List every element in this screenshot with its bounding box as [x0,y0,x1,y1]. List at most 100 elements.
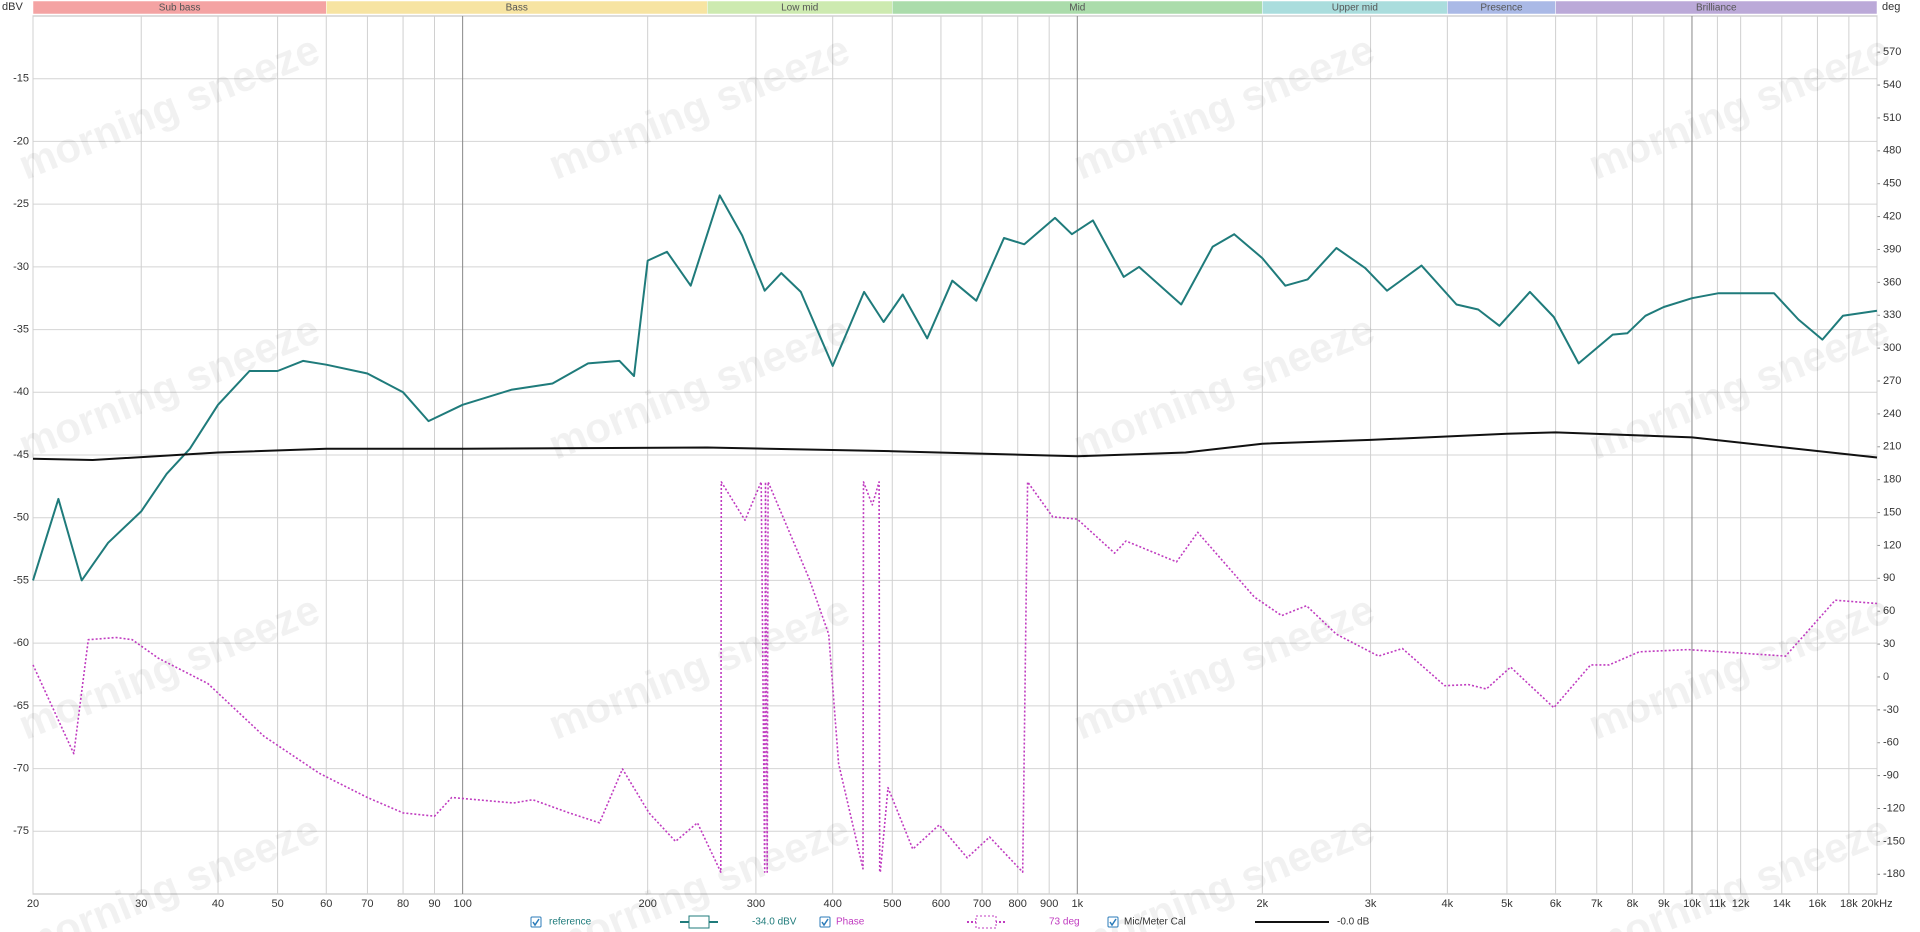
y2-tick-label: 330 [1883,309,1901,321]
y-tick-label: -65 [13,700,29,712]
y2-tick-label: 360 [1883,276,1901,288]
x-tick-label: 600 [932,898,950,910]
x-tick-label: 80 [397,898,409,910]
y2-tick-label: 240 [1883,408,1901,420]
legend-label: Phase [836,917,865,928]
x-tick-label: 700 [973,898,991,910]
band-label: Brilliance [1696,3,1737,14]
y2-tick-label: 390 [1883,243,1901,255]
y2-tick-label: -120 [1883,802,1905,814]
y2-tick-label: 30 [1883,638,1895,650]
y-tick-label: -30 [13,261,29,273]
legend-check [532,918,540,927]
y2-tick-label: 420 [1883,210,1901,222]
y-tick-label: -45 [13,449,29,461]
x-tick-label: 50 [271,898,283,910]
x-tick-label: 60 [320,898,332,910]
y2-tick-label: 90 [1883,572,1895,584]
y-tick-label: -60 [13,637,29,649]
y2-tick-label: 0 [1883,671,1889,683]
series-line [32,481,1878,873]
y2-tick-label: 210 [1883,441,1901,453]
x-tick-label: 10k [1683,898,1701,910]
band-label: Low mid [781,3,818,14]
y-tick-label: -25 [13,198,29,210]
x-tick-label: 800 [1009,898,1027,910]
x-tick-label: 70 [361,898,373,910]
y2-tick-label: -180 [1883,868,1905,880]
series-line [32,431,1878,461]
x-tick-label: 4k [1442,898,1454,910]
x-tick-label: 16k [1809,898,1827,910]
y-tick-label: -40 [13,386,29,398]
y2-tick-label: 300 [1883,342,1901,354]
y-tick-label: -35 [13,323,29,335]
y-tick-label: -55 [13,574,29,586]
x-tick-label: 200 [638,898,656,910]
y2-tick-label: 480 [1883,145,1901,157]
x-tick-label: 90 [428,898,440,910]
legend-checkbox [1107,916,1119,928]
y-tick-label: -70 [13,762,29,774]
y2-tick-label: -150 [1883,835,1905,847]
x-tick-label: 18k [1840,898,1858,910]
y-tick-label: -50 [13,512,29,524]
x-tick-label: 100 [453,898,471,910]
x-tick-label: 300 [747,898,765,910]
x-tick-label: 400 [824,898,842,910]
y2-tick-label: 60 [1883,605,1895,617]
legend-swatch-box [975,915,997,929]
y2-tick-label: 150 [1883,506,1901,518]
legend-checkbox [819,916,831,928]
y2-tick-label: 180 [1883,474,1901,486]
band-label: Bass [506,3,528,14]
x-tick-label: 7k [1591,898,1603,910]
x-tick-label: 20 [27,898,39,910]
y2-axis-label: deg [1882,1,1900,13]
x-tick-label: 20kHz [1861,898,1892,910]
band-label: Sub bass [159,3,201,14]
y-tick-label: -20 [13,135,29,147]
y-axis-label: dBV [2,1,23,13]
y2-tick-label: -60 [1883,737,1899,749]
legend-checkbox [530,916,542,928]
x-tick-label: 500 [883,898,901,910]
y2-tick-label: 270 [1883,375,1901,387]
y2-tick-label: 540 [1883,79,1901,91]
legend-check [821,918,829,927]
legend-readout: 73 deg [1049,917,1080,928]
series-line [32,194,1878,582]
x-tick-label: 2k [1257,898,1269,910]
x-tick-label: 1k [1071,898,1083,910]
x-tick-label: 11k [1709,898,1726,910]
legend-label: Mic/Meter Cal [1124,917,1186,928]
y2-tick-label: 510 [1883,112,1901,124]
x-tick-label: 3k [1365,898,1377,910]
x-tick-label: 12k [1732,898,1750,910]
y2-tick-label: -30 [1883,704,1899,716]
x-tick-label: 5k [1501,898,1513,910]
band-label: Mid [1069,3,1085,14]
y-tick-label: -75 [13,825,29,837]
legend-swatch-box [688,915,710,929]
legend-check [1109,918,1117,927]
x-tick-label: 8k [1627,898,1639,910]
x-tick-label: 9k [1658,898,1670,910]
legend-readout: -0.0 dB [1337,917,1370,928]
y2-tick-label: 120 [1883,539,1901,551]
x-tick-label: 40 [212,898,224,910]
band-label: Presence [1480,3,1523,14]
x-tick-label: 30 [135,898,147,910]
legend-label: reference [549,917,592,928]
y2-tick-label: 570 [1883,46,1901,58]
y-tick-label: -15 [13,73,29,85]
band [1555,0,1878,15]
y2-tick-label: -90 [1883,770,1899,782]
band-label: Upper mid [1332,3,1378,14]
x-tick-label: 900 [1040,898,1058,910]
y2-tick-label: 450 [1883,178,1901,190]
x-tick-label: 14k [1773,898,1791,910]
legend-readout: -34.0 dBV [752,917,797,928]
x-tick-label: 6k [1550,898,1562,910]
